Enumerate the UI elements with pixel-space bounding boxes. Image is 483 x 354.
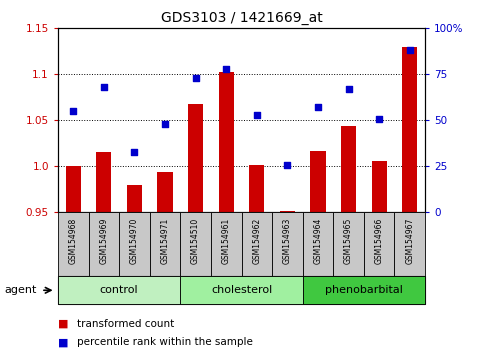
Point bbox=[406, 47, 413, 53]
Text: phenobarbital: phenobarbital bbox=[325, 285, 403, 295]
Bar bbox=[333, 212, 364, 276]
Bar bbox=[311, 151, 326, 212]
Bar bbox=[180, 212, 211, 276]
Text: GSM154961: GSM154961 bbox=[222, 217, 231, 264]
Text: GSM154968: GSM154968 bbox=[69, 217, 78, 264]
Text: GDS3103 / 1421669_at: GDS3103 / 1421669_at bbox=[161, 11, 322, 25]
Text: GSM154965: GSM154965 bbox=[344, 217, 353, 264]
Text: GSM154967: GSM154967 bbox=[405, 217, 414, 264]
Bar bbox=[157, 172, 173, 212]
Bar bbox=[211, 212, 242, 276]
Text: GSM154962: GSM154962 bbox=[252, 217, 261, 264]
Text: GSM154970: GSM154970 bbox=[130, 217, 139, 264]
Text: GSM154963: GSM154963 bbox=[283, 217, 292, 264]
Bar bbox=[303, 212, 333, 276]
Bar bbox=[119, 212, 150, 276]
Bar bbox=[272, 212, 303, 276]
Bar bbox=[364, 212, 395, 276]
Text: agent: agent bbox=[5, 285, 37, 295]
Point bbox=[70, 108, 77, 114]
Text: cholesterol: cholesterol bbox=[211, 285, 272, 295]
Text: transformed count: transformed count bbox=[77, 319, 174, 329]
Point bbox=[192, 75, 199, 81]
Bar bbox=[402, 47, 417, 212]
Text: ■: ■ bbox=[58, 337, 69, 347]
Text: GSM154969: GSM154969 bbox=[99, 217, 108, 264]
Bar bbox=[96, 152, 112, 212]
Text: GSM154510: GSM154510 bbox=[191, 217, 200, 264]
Bar bbox=[127, 185, 142, 212]
Point bbox=[314, 105, 322, 110]
Bar bbox=[249, 165, 265, 212]
Point bbox=[161, 121, 169, 127]
Bar bbox=[371, 161, 387, 212]
Point bbox=[284, 162, 291, 167]
Bar bbox=[219, 72, 234, 212]
Text: percentile rank within the sample: percentile rank within the sample bbox=[77, 337, 253, 347]
Text: GSM154971: GSM154971 bbox=[160, 217, 170, 264]
Bar bbox=[150, 212, 180, 276]
Text: GSM154966: GSM154966 bbox=[375, 217, 384, 264]
Point bbox=[375, 116, 383, 121]
Bar bbox=[341, 126, 356, 212]
Bar bbox=[88, 212, 119, 276]
Point bbox=[130, 149, 138, 154]
Bar bbox=[180, 276, 303, 304]
Bar bbox=[66, 166, 81, 212]
Point bbox=[100, 84, 108, 90]
Bar bbox=[188, 104, 203, 212]
Text: control: control bbox=[100, 285, 139, 295]
Bar bbox=[58, 276, 180, 304]
Text: GSM154964: GSM154964 bbox=[313, 217, 323, 264]
Bar bbox=[280, 211, 295, 212]
Point bbox=[222, 66, 230, 72]
Bar bbox=[303, 276, 425, 304]
Bar bbox=[242, 212, 272, 276]
Bar bbox=[395, 212, 425, 276]
Point bbox=[253, 112, 261, 118]
Text: ■: ■ bbox=[58, 319, 69, 329]
Point bbox=[345, 86, 353, 92]
Bar bbox=[58, 212, 88, 276]
